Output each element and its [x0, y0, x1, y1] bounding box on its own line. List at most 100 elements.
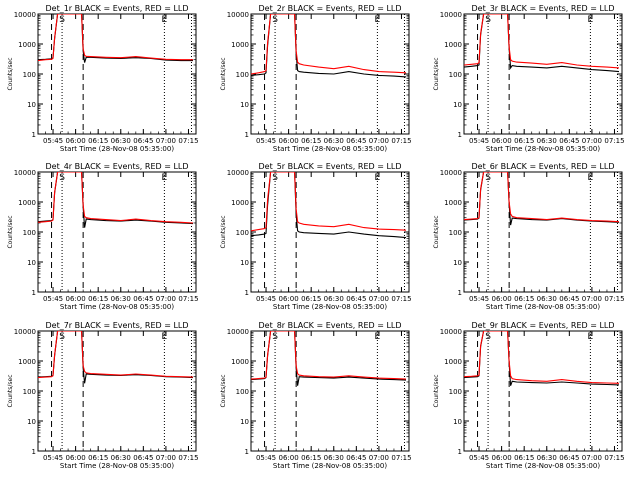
marker-s: S [272, 332, 278, 342]
marker-e: E [162, 173, 168, 183]
panel-det-6r: Det_6r BLACK = Events, RED = LLD 1 10 100 10… [433, 162, 625, 311]
y-tick-label: 10 [240, 418, 249, 426]
x-axis-label: Start Time (28-Nov-08 05:35:00) [273, 462, 387, 470]
y-tick-label: 1000 [444, 199, 462, 207]
marker-s: S [485, 173, 491, 183]
x-tick-label: 07:15 [391, 295, 411, 303]
marker-s: S [59, 15, 65, 25]
y-tick-label: 100 [23, 71, 36, 79]
y-axis-label: Counts/sec [7, 57, 14, 90]
panel-title: Det_2r BLACK = Events, RED = LLD [258, 4, 401, 13]
y-tick-label: 10 [27, 418, 36, 426]
x-tick-label: 05:45 [256, 295, 276, 303]
panel-det-3r: Det_3r BLACK = Events, RED = LLD 1 10 100 10… [433, 4, 625, 153]
panel-title: Det_5r BLACK = Events, RED = LLD [258, 162, 401, 171]
y-tick-label: 10000 [14, 328, 36, 336]
x-tick-label: 05:45 [256, 454, 276, 462]
x-tick-label: 07:00 [582, 295, 602, 303]
panel-title: Det_8r BLACK = Events, RED = LLD [258, 321, 401, 330]
x-axis-label: Start Time (28-Nov-08 05:35:00) [486, 303, 600, 311]
y-tick-label: 1 [245, 131, 249, 139]
x-tick-label: 07:15 [391, 454, 411, 462]
y-tick-label: 10000 [440, 169, 462, 177]
x-tick-label: 06:45 [559, 295, 579, 303]
y-tick-label: 100 [449, 388, 462, 396]
y-tick-label: 100 [449, 71, 462, 79]
x-tick-label: 07:00 [582, 454, 602, 462]
marker-e: E [162, 15, 168, 25]
series-line-lld [38, 331, 194, 379]
y-tick-label: 1000 [231, 41, 249, 49]
y-axis-label: Counts/sec [433, 215, 440, 248]
x-tick-label: 05:45 [469, 137, 489, 145]
x-tick-label: 06:00 [492, 295, 512, 303]
x-tick-label: 06:30 [324, 295, 344, 303]
x-tick-label: 05:45 [256, 137, 276, 145]
x-tick-label: 07:00 [369, 295, 389, 303]
x-tick-label: 06:15 [88, 295, 108, 303]
y-axis-label: Counts/sec [220, 374, 227, 407]
y-tick-label: 1 [32, 448, 36, 456]
series-line-lld [464, 14, 620, 69]
x-tick-label: 06:45 [133, 295, 153, 303]
x-tick-label: 07:00 [156, 454, 176, 462]
x-tick-label: 06:00 [66, 295, 86, 303]
x-tick-label: 07:15 [178, 454, 198, 462]
x-tick-label: 07:00 [156, 295, 176, 303]
series-line-lld [464, 172, 620, 223]
marker-s: S [59, 173, 65, 183]
panel-title: Det_1r BLACK = Events, RED = LLD [45, 4, 188, 13]
x-axis-label: Start Time (28-Nov-08 05:35:00) [486, 145, 600, 153]
y-tick-label: 1 [32, 131, 36, 139]
x-tick-label: 06:00 [66, 454, 86, 462]
series-line-lld [464, 331, 620, 384]
y-tick-label: 1 [245, 448, 249, 456]
x-tick-label: 05:45 [43, 295, 63, 303]
panel-title: Det_9r BLACK = Events, RED = LLD [471, 321, 614, 330]
y-tick-label: 1 [458, 289, 462, 297]
x-tick-label: 06:30 [111, 454, 131, 462]
x-tick-label: 07:15 [604, 454, 624, 462]
x-tick-label: 06:15 [514, 137, 534, 145]
panel-det-5r: Det_5r BLACK = Events, RED = LLD 1 10 100 10… [220, 162, 412, 311]
panel-det-1r: Det_1r BLACK = Events, RED = LLD 1 10 100 10… [7, 4, 199, 153]
panel-title: Det_4r BLACK = Events, RED = LLD [45, 162, 188, 171]
x-tick-label: 07:15 [604, 137, 624, 145]
panel-det-7r: Det_7r BLACK = Events, RED = LLD 1 10 100 10… [7, 321, 199, 470]
x-tick-label: 05:45 [469, 454, 489, 462]
y-tick-label: 1 [458, 131, 462, 139]
y-axis-label: Counts/sec [433, 57, 440, 90]
y-tick-label: 10 [240, 101, 249, 109]
panel-det-8r: Det_8r BLACK = Events, RED = LLD 1 10 100 10… [220, 321, 412, 470]
series-line-lld [38, 14, 193, 62]
y-tick-label: 10000 [227, 169, 249, 177]
y-tick-label: 10000 [14, 169, 36, 177]
y-axis-label: Counts/sec [7, 374, 14, 407]
marker-e: E [375, 15, 381, 25]
x-tick-label: 06:15 [88, 454, 108, 462]
x-tick-label: 06:00 [492, 137, 512, 145]
x-tick-label: 07:00 [369, 137, 389, 145]
y-tick-label: 100 [23, 229, 36, 237]
y-tick-label: 1 [458, 448, 462, 456]
y-tick-label: 1000 [444, 358, 462, 366]
x-tick-label: 06:45 [133, 137, 153, 145]
y-tick-label: 1000 [231, 199, 249, 207]
panel-det-4r: Det_4r BLACK = Events, RED = LLD 1 10 100 10… [7, 162, 199, 311]
y-tick-label: 1000 [18, 358, 36, 366]
x-tick-label: 06:30 [324, 137, 344, 145]
x-tick-label: 05:45 [469, 295, 489, 303]
y-tick-label: 1000 [444, 41, 462, 49]
panel-title: Det_6r BLACK = Events, RED = LLD [471, 162, 614, 171]
series-line-lld [38, 172, 194, 224]
marker-s: S [59, 332, 65, 342]
x-tick-label: 06:30 [324, 454, 344, 462]
marker-s: S [485, 332, 491, 342]
y-tick-label: 100 [236, 229, 249, 237]
y-tick-label: 10 [27, 259, 36, 267]
marker-s: S [485, 15, 491, 25]
y-tick-label: 100 [23, 388, 36, 396]
x-tick-label: 06:15 [301, 295, 321, 303]
